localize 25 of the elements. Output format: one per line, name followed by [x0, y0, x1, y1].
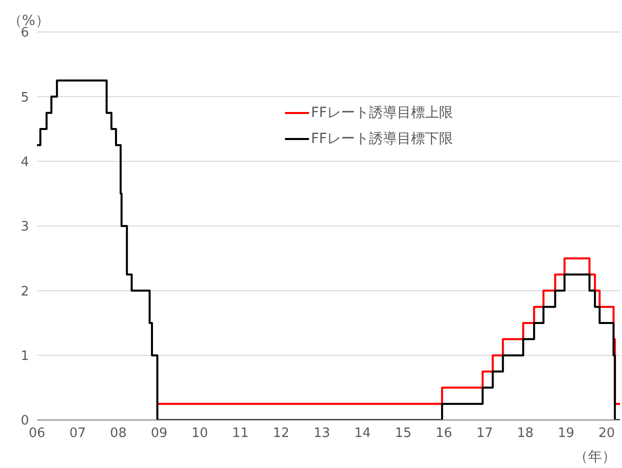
x-tick-label: 17: [476, 426, 493, 442]
x-tick-label: 11: [232, 426, 249, 442]
x-tick-label: 10: [191, 426, 208, 442]
x-tick-label: 13: [314, 426, 330, 442]
x-tick-label: 18: [517, 426, 534, 442]
x-tick-label: 19: [558, 426, 574, 442]
x-tick-label: 20: [598, 426, 615, 442]
y-tick-label: 6: [20, 26, 29, 41]
y-tick-label: 1: [20, 348, 29, 364]
y-tick-label: 3: [20, 220, 29, 235]
x-tick-label: 15: [394, 426, 412, 442]
legend-label: FFレート誘導目標上限: [311, 104, 454, 122]
y-tick-label: 5: [20, 90, 29, 106]
x-tick-label: 08: [110, 426, 127, 442]
x-tick-label: 14: [354, 426, 371, 442]
x-axis-title: （年）: [574, 448, 616, 466]
x-tick-label: 07: [69, 426, 86, 442]
y-tick-label: 4: [20, 154, 29, 170]
x-tick-label: 06: [28, 426, 46, 442]
legend-label: FFレート誘導目標下限: [311, 130, 454, 148]
y-tick-label: 2: [20, 284, 29, 300]
x-tick-label: 12: [272, 426, 290, 442]
x-tick-label: 09: [150, 426, 168, 442]
y-tick-label: 0: [20, 414, 29, 429]
x-tick-label: 16: [436, 426, 452, 442]
